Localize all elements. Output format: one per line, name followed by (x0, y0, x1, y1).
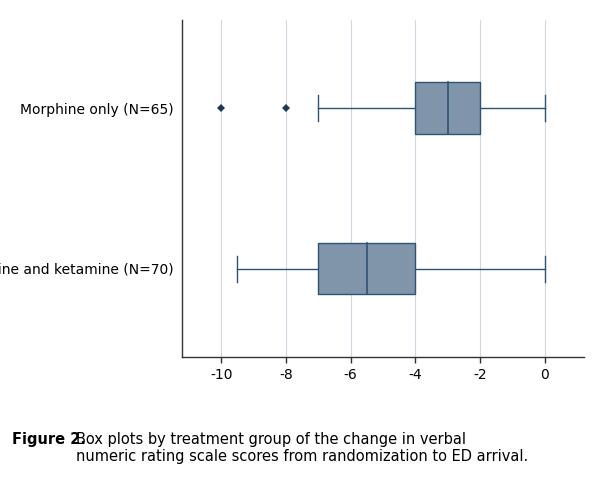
Bar (319, 243, 415, 295)
Bar (415, 82, 480, 134)
Text: Box plots by treatment group of the change in verbal
numeric rating scale scores: Box plots by treatment group of the chan… (76, 432, 528, 464)
Text: Figure 2.: Figure 2. (12, 432, 86, 446)
